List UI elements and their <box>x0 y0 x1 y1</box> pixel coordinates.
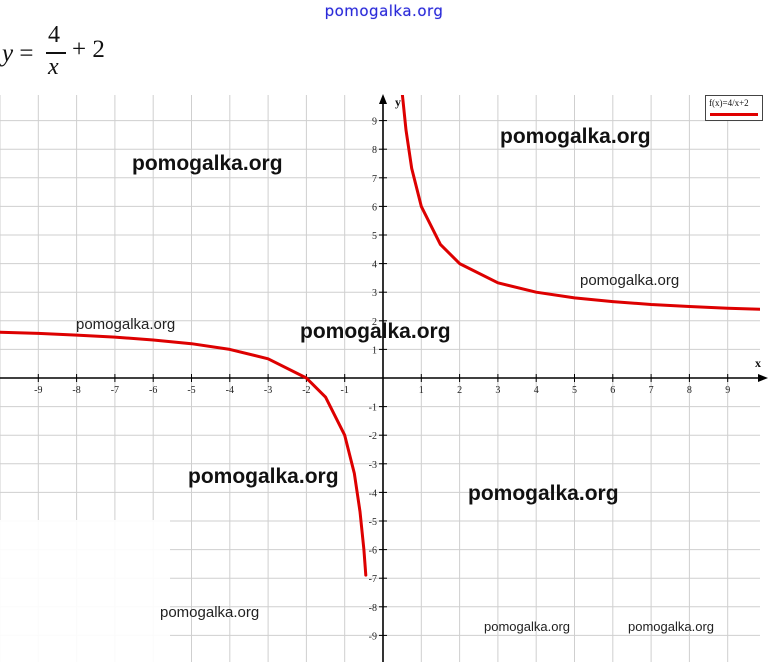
formula-numerator: 4 <box>48 22 60 48</box>
y-tick-label: -6 <box>369 546 377 557</box>
y-tick-label: 1 <box>372 345 377 356</box>
x-axis-label: x <box>755 356 761 370</box>
y-tick-label: 9 <box>372 117 377 128</box>
x-tick-label: 9 <box>725 385 730 396</box>
y-tick-label: -5 <box>369 517 377 528</box>
y-tick-label: -9 <box>369 631 377 642</box>
fraction-bar <box>46 52 66 54</box>
x-tick-label: -3 <box>264 385 272 396</box>
y-tick-label: 4 <box>372 260 377 271</box>
watermark: pomogalka.org <box>580 272 680 289</box>
x-tick-label: 5 <box>572 385 577 396</box>
x-tick-label: 8 <box>687 385 692 396</box>
legend-line-swatch <box>710 113 758 116</box>
x-tick-label: 4 <box>534 385 539 396</box>
y-tick-label: -3 <box>369 460 377 471</box>
watermark: pomogalka.org <box>300 320 451 343</box>
x-tick-label: 3 <box>495 385 500 396</box>
y-tick-label: 8 <box>372 145 377 156</box>
y-tick-label: -1 <box>369 403 377 414</box>
x-tick-label: -9 <box>34 385 42 396</box>
x-tick-label: -7 <box>111 385 119 396</box>
curve-branch <box>0 330 368 577</box>
formula-lhs: y = <box>2 40 34 67</box>
y-tick-label: 6 <box>372 202 377 213</box>
x-tick-label: -2 <box>302 385 310 396</box>
legend-label: f(x)=4/x+2 <box>709 98 749 108</box>
watermark: pomogalka.org <box>468 482 619 505</box>
y-tick-label: 5 <box>372 231 377 242</box>
watermark: pomogalka.org <box>484 619 570 634</box>
watermark: pomogalka.org <box>500 125 651 148</box>
y-axis-arrow <box>379 94 387 104</box>
x-tick-label: -6 <box>149 385 157 396</box>
x-tick-label: 1 <box>419 385 424 396</box>
x-tick-label: 2 <box>457 385 462 396</box>
watermark: pomogalka.org <box>132 152 283 175</box>
x-axis-arrow <box>758 374 768 382</box>
x-tick-label: -4 <box>226 385 234 396</box>
formula: y = 4 x + 2 <box>2 22 122 82</box>
site-url[interactable]: pomogalka.org <box>324 2 444 20</box>
y-tick-label: -4 <box>369 488 377 499</box>
x-tick-label: 6 <box>610 385 615 396</box>
x-tick-label: -5 <box>187 385 195 396</box>
y-tick-label: -8 <box>369 603 377 614</box>
curve-branch <box>400 95 760 311</box>
y-tick-label: 7 <box>372 174 377 185</box>
watermark: pomogalka.org <box>76 316 176 333</box>
watermark: pomogalka.org <box>160 604 260 621</box>
watermark: pomogalka.org <box>628 619 714 634</box>
y-tick-label: 2 <box>372 317 377 328</box>
y-tick-label: 3 <box>372 288 377 299</box>
y-axis-label: y <box>395 95 401 109</box>
chart-legend: f(x)=4/x+2 <box>705 95 763 121</box>
x-tick-label: -8 <box>72 385 80 396</box>
faded-area <box>0 520 170 662</box>
y-tick-label: -7 <box>369 574 377 585</box>
formula-denominator: x <box>48 54 59 80</box>
watermark: pomogalka.org <box>188 465 339 488</box>
x-tick-label: 7 <box>649 385 654 396</box>
formula-rest: + 2 <box>72 36 105 63</box>
y-tick-label: -2 <box>369 431 377 442</box>
x-tick-label: -1 <box>341 385 349 396</box>
